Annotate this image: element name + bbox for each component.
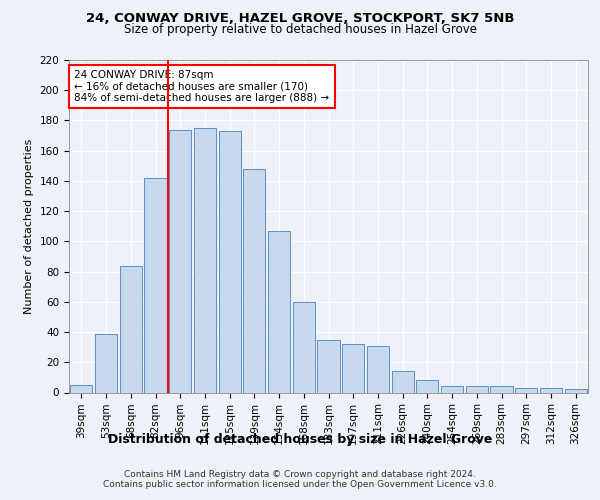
Text: Distribution of detached houses by size in Hazel Grove: Distribution of detached houses by size …: [108, 432, 492, 446]
Bar: [268, 231, 290, 392]
Bar: [317, 340, 340, 392]
Bar: [540, 388, 562, 392]
Bar: [515, 388, 538, 392]
Bar: [466, 386, 488, 392]
Bar: [169, 130, 191, 392]
Text: 24 CONWAY DRIVE: 87sqm
← 16% of detached houses are smaller (170)
84% of semi-de: 24 CONWAY DRIVE: 87sqm ← 16% of detached…: [74, 70, 329, 103]
Bar: [243, 169, 265, 392]
Bar: [194, 128, 216, 392]
Text: Size of property relative to detached houses in Hazel Grove: Size of property relative to detached ho…: [124, 22, 476, 36]
Bar: [95, 334, 117, 392]
Bar: [218, 131, 241, 392]
Bar: [565, 390, 587, 392]
Bar: [367, 346, 389, 393]
Bar: [70, 385, 92, 392]
Y-axis label: Number of detached properties: Number of detached properties: [24, 138, 34, 314]
Bar: [416, 380, 439, 392]
Text: 24, CONWAY DRIVE, HAZEL GROVE, STOCKPORT, SK7 5NB: 24, CONWAY DRIVE, HAZEL GROVE, STOCKPORT…: [86, 12, 514, 26]
Bar: [119, 266, 142, 392]
Text: Contains public sector information licensed under the Open Government Licence v3: Contains public sector information licen…: [103, 480, 497, 489]
Bar: [342, 344, 364, 393]
Bar: [145, 178, 167, 392]
Bar: [490, 386, 512, 392]
Bar: [441, 386, 463, 392]
Bar: [293, 302, 315, 392]
Text: Contains HM Land Registry data © Crown copyright and database right 2024.: Contains HM Land Registry data © Crown c…: [124, 470, 476, 479]
Bar: [392, 372, 414, 392]
